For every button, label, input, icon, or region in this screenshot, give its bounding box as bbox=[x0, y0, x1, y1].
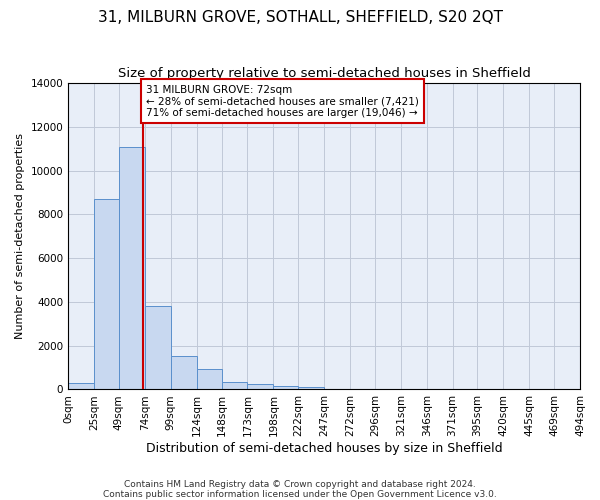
Bar bbox=[274, 386, 298, 390]
Bar bbox=[119, 146, 145, 390]
Text: Contains HM Land Registry data © Crown copyright and database right 2024.
Contai: Contains HM Land Registry data © Crown c… bbox=[103, 480, 497, 499]
Text: 31, MILBURN GROVE, SOTHALL, SHEFFIELD, S20 2QT: 31, MILBURN GROVE, SOTHALL, SHEFFIELD, S… bbox=[97, 10, 503, 25]
Bar bbox=[221, 382, 247, 390]
Bar bbox=[298, 388, 324, 390]
Bar bbox=[171, 356, 197, 390]
Bar bbox=[247, 384, 274, 390]
Title: Size of property relative to semi-detached houses in Sheffield: Size of property relative to semi-detach… bbox=[118, 68, 530, 80]
Bar bbox=[197, 368, 221, 390]
Bar bbox=[145, 306, 171, 390]
Y-axis label: Number of semi-detached properties: Number of semi-detached properties bbox=[15, 134, 25, 340]
Bar bbox=[68, 383, 94, 390]
Text: 31 MILBURN GROVE: 72sqm
← 28% of semi-detached houses are smaller (7,421)
71% of: 31 MILBURN GROVE: 72sqm ← 28% of semi-de… bbox=[146, 84, 419, 118]
X-axis label: Distribution of semi-detached houses by size in Sheffield: Distribution of semi-detached houses by … bbox=[146, 442, 502, 455]
Bar bbox=[94, 199, 119, 390]
